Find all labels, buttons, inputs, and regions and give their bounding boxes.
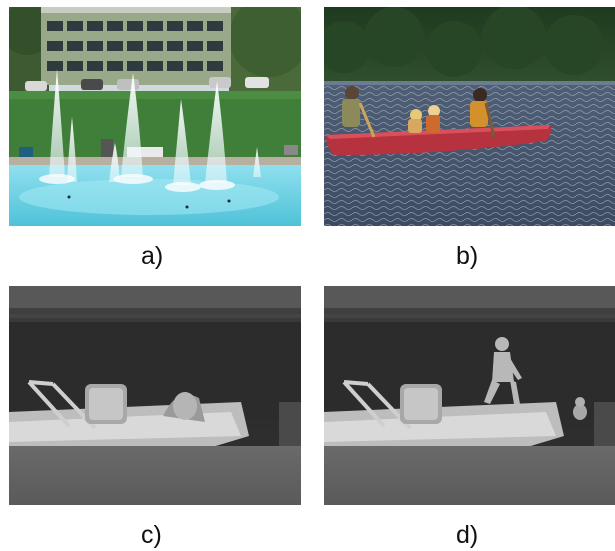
- fountain-image: [9, 7, 301, 226]
- image-panel-d: [324, 286, 615, 505]
- canoe-image: [324, 7, 615, 226]
- caption-d: d): [456, 521, 479, 549]
- thermal-boat-image: [9, 286, 301, 505]
- caption-b: b): [456, 242, 479, 270]
- image-panel-b: [324, 7, 615, 226]
- image-panel-c: [9, 286, 301, 505]
- caption-c: c): [141, 521, 162, 549]
- image-panel-a: [9, 7, 301, 226]
- thermal-boat-person-image: [324, 286, 615, 505]
- caption-a: a): [141, 242, 164, 270]
